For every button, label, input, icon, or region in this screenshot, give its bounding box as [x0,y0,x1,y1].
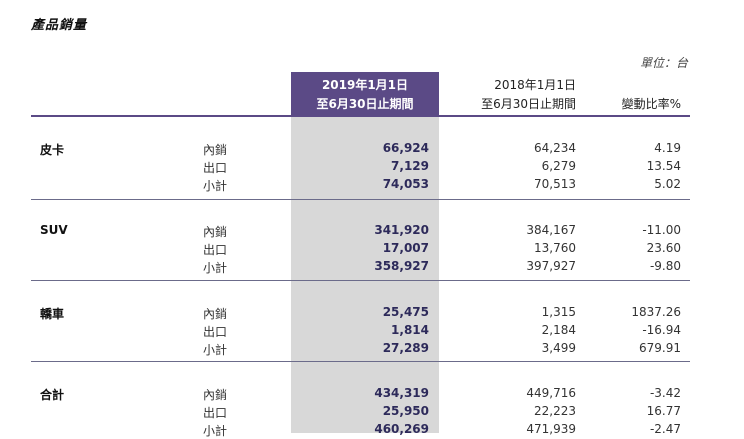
change-value: -3.42 [649,386,681,400]
category-label: SUV [40,223,68,237]
change-value: 679.91 [639,341,681,355]
change-value: -16.94 [642,323,681,337]
current-value: 25,950 [382,404,429,418]
previous-value: 471,939 [526,422,576,436]
previous-value: 1,315 [541,305,576,319]
previous-value: 2,184 [541,323,576,337]
previous-value: 449,716 [526,386,576,400]
change-value: 5.02 [654,177,681,191]
change-value: 1837.26 [631,305,681,319]
current-period-highlight [291,72,439,433]
current-value: 1,814 [391,323,429,337]
change-value: 16.77 [646,404,681,418]
header-previous-line1: 2018年1月1日 [494,78,576,92]
current-value: 434,319 [374,386,429,400]
previous-value: 6,279 [541,159,576,173]
previous-value: 384,167 [526,223,576,237]
group-rule [31,199,690,200]
change-value: 13.54 [646,159,681,173]
row-label: 出口 [203,243,228,257]
change-value: -11.00 [642,223,681,237]
row-label: 小計 [203,343,228,357]
header-previous-line2: 至6月30日止期間 [481,97,576,111]
current-period-header-bg [291,72,439,116]
current-value: 17,007 [382,241,429,255]
change-value: -2.47 [649,422,681,436]
row-label: 小計 [203,261,228,275]
row-label: 內銷 [203,225,228,239]
row-label: 出口 [203,325,228,339]
row-label: 內銷 [203,307,228,321]
row-label: 小計 [203,179,228,193]
row-label: 內銷 [203,143,228,157]
header-change: 變動比率% [621,97,681,111]
change-value: 4.19 [654,141,681,155]
previous-value: 64,234 [534,141,576,155]
header-rule [31,115,690,117]
row-label: 出口 [203,161,228,175]
current-value: 25,475 [382,305,429,319]
previous-value: 22,223 [534,404,576,418]
current-value: 341,920 [374,223,429,237]
row-label: 內銷 [203,388,228,402]
previous-value: 3,499 [541,341,576,355]
row-label: 出口 [203,406,228,420]
category-label: 皮卡 [40,143,65,157]
group-rule [31,361,690,362]
change-value: 23.60 [646,241,681,255]
current-value: 66,924 [382,141,429,155]
group-rule [31,280,690,281]
current-value: 27,289 [382,341,429,355]
previous-value: 70,513 [534,177,576,191]
page-title: 產品銷量 [31,18,88,33]
header-current-line2: 至6月30日止期間 [316,97,414,111]
category-label: 轎車 [40,307,65,321]
row-label: 小計 [203,424,228,438]
previous-value: 397,927 [526,259,576,273]
current-value: 74,053 [382,177,429,191]
previous-value: 13,760 [534,241,576,255]
current-value: 460,269 [374,422,429,436]
header-current-line1: 2019年1月1日 [321,78,409,92]
current-value: 7,129 [391,159,429,173]
change-value: -9.80 [649,259,681,273]
category-label: 合計 [40,388,65,402]
current-value: 358,927 [374,259,429,273]
unit-label: 單位：台 [639,56,688,70]
